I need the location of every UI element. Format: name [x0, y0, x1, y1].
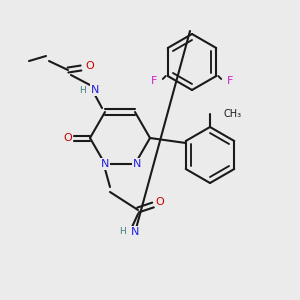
- Text: H: H: [80, 85, 86, 94]
- Text: N: N: [133, 159, 141, 169]
- Text: N: N: [131, 227, 139, 237]
- Text: F: F: [151, 76, 157, 86]
- Text: O: O: [85, 61, 94, 71]
- Text: F: F: [227, 76, 233, 86]
- Text: N: N: [101, 159, 109, 169]
- Text: O: O: [64, 133, 72, 143]
- Text: H: H: [118, 227, 125, 236]
- Text: N: N: [91, 85, 99, 95]
- Text: CH₃: CH₃: [224, 109, 242, 119]
- Text: O: O: [156, 197, 164, 207]
